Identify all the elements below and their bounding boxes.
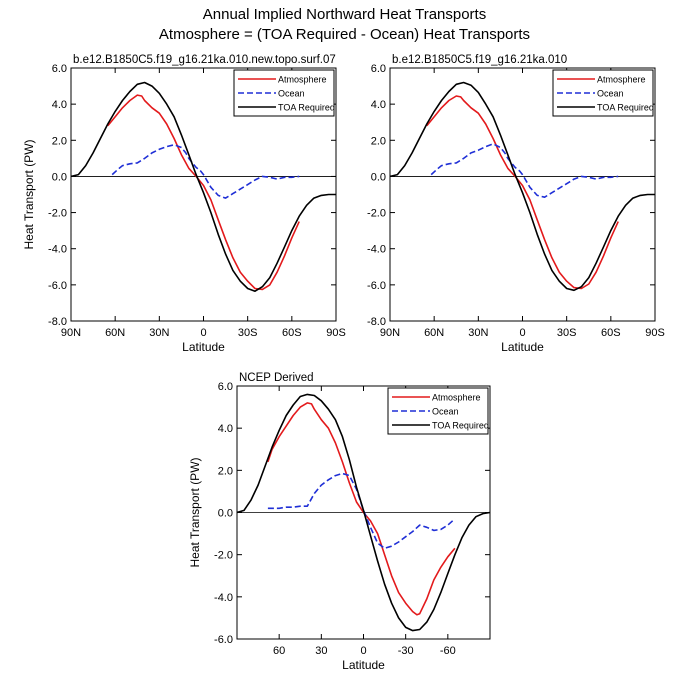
x-tick-label: 30 <box>315 645 327 657</box>
y-tick-label: -4.0 <box>367 244 386 256</box>
y-tick-label: 0.0 <box>371 171 386 183</box>
x-tick-label: 60S <box>282 327 302 339</box>
series-line-ocean <box>111 144 300 199</box>
x-tick-label: -60 <box>440 645 456 657</box>
y-axis-label: Heat Transport (PW) <box>188 457 202 567</box>
legend-label: Atmosphere <box>278 75 327 85</box>
y-tick-label: 6.0 <box>52 63 67 75</box>
y-tick-label: 4.0 <box>371 99 386 111</box>
x-tick-label: 60S <box>601 327 621 339</box>
y-tick-label: 4.0 <box>218 423 233 435</box>
legend-label: TOA Required <box>278 103 335 113</box>
y-tick-label: -8.0 <box>367 316 386 328</box>
series-line-toa-required <box>71 81 336 293</box>
x-tick-label: 30N <box>149 327 169 339</box>
legend-label: Ocean <box>278 89 305 99</box>
y-tick-label: -8.0 <box>48 316 67 328</box>
x-tick-label: 90S <box>645 327 665 339</box>
series-line-atmosphere <box>107 94 300 291</box>
x-tick-label: 0 <box>200 327 206 339</box>
y-tick-label: 0.0 <box>218 508 233 520</box>
y-tick-label: 2.0 <box>371 135 386 147</box>
legend: Atmosphere Ocean TOA Required <box>552 69 654 117</box>
legend: Atmosphere Ocean TOA Required <box>387 387 489 435</box>
y-tick-label: 6.0 <box>371 63 386 75</box>
x-tick-label: 60 <box>273 645 285 657</box>
x-tick-label: 60N <box>105 327 125 339</box>
y-tick-label: -2.0 <box>367 208 386 220</box>
figure-title-line2: Atmosphere = (TOA Required - Ocean) Heat… <box>158 26 531 43</box>
panel-2: b.e12.B1850C5.f19_g16.21ka.010 -8.0 -6.0 -4… <box>367 54 665 354</box>
x-tick-label: -30 <box>398 645 414 657</box>
x-tick-label: 60N <box>424 327 444 339</box>
x-tick-label: 90S <box>326 327 346 339</box>
y-tick-label: 0.0 <box>52 171 67 183</box>
y-tick-label: -4.0 <box>214 592 233 604</box>
series-line-toa-required <box>237 393 490 632</box>
y-tick-label: -4.0 <box>48 244 67 256</box>
figure-title-line1: Annual Implied Northward Heat Transports <box>202 6 487 23</box>
x-axis-label: Latitude <box>342 658 385 672</box>
series-line-ocean <box>267 472 456 550</box>
x-axis-label: Latitude <box>182 340 225 354</box>
x-tick-label: 30S <box>557 327 577 339</box>
x-tick-label: 0 <box>519 327 525 339</box>
x-axis-label: Latitude <box>501 340 544 354</box>
series-line-atmosphere <box>267 402 456 616</box>
y-axis-label: Heat Transport (PW) <box>22 139 36 249</box>
series-line-ocean <box>430 143 619 198</box>
y-tick-label: 2.0 <box>52 135 67 147</box>
panel-3: NCEP Derived -6.0 -4.0 -2.0 0.0 2.0 4.0 6.0 60 30… <box>188 372 491 672</box>
panel-subtitle: NCEP Derived <box>239 372 314 384</box>
legend-label: Ocean <box>432 407 459 417</box>
legend-label: TOA Required <box>597 103 654 113</box>
y-tick-label: -2.0 <box>48 208 67 220</box>
y-tick-label: -2.0 <box>214 550 233 562</box>
x-tick-label: 0 <box>360 645 366 657</box>
legend-label: Ocean <box>597 89 624 99</box>
series-line-toa-required <box>390 81 655 292</box>
legend: Atmosphere Ocean TOA Required <box>233 69 335 117</box>
panel-subtitle: b.e12.B1850C5.f19_g16.21ka.010.new.topo.… <box>73 54 336 66</box>
series-line-atmosphere <box>426 95 619 290</box>
y-tick-label: 4.0 <box>52 99 67 111</box>
panel-subtitle: b.e12.B1850C5.f19_g16.21ka.010 <box>392 54 567 66</box>
legend-label: Atmosphere <box>597 75 646 85</box>
x-tick-label: 30N <box>468 327 488 339</box>
panel-1: b.e12.B1850C5.f19_g16.21ka.010.new.topo.… <box>22 54 346 354</box>
y-tick-label: 6.0 <box>218 381 233 393</box>
y-tick-label: 2.0 <box>218 465 233 477</box>
x-tick-label: 90N <box>61 327 81 339</box>
y-tick-label: -6.0 <box>367 280 386 292</box>
y-tick-label: -6.0 <box>48 280 67 292</box>
legend-label: Atmosphere <box>432 393 481 403</box>
x-tick-label: 30S <box>238 327 258 339</box>
y-tick-label: -6.0 <box>214 634 233 646</box>
x-tick-label: 90N <box>380 327 400 339</box>
legend-label: TOA Required <box>432 421 489 431</box>
